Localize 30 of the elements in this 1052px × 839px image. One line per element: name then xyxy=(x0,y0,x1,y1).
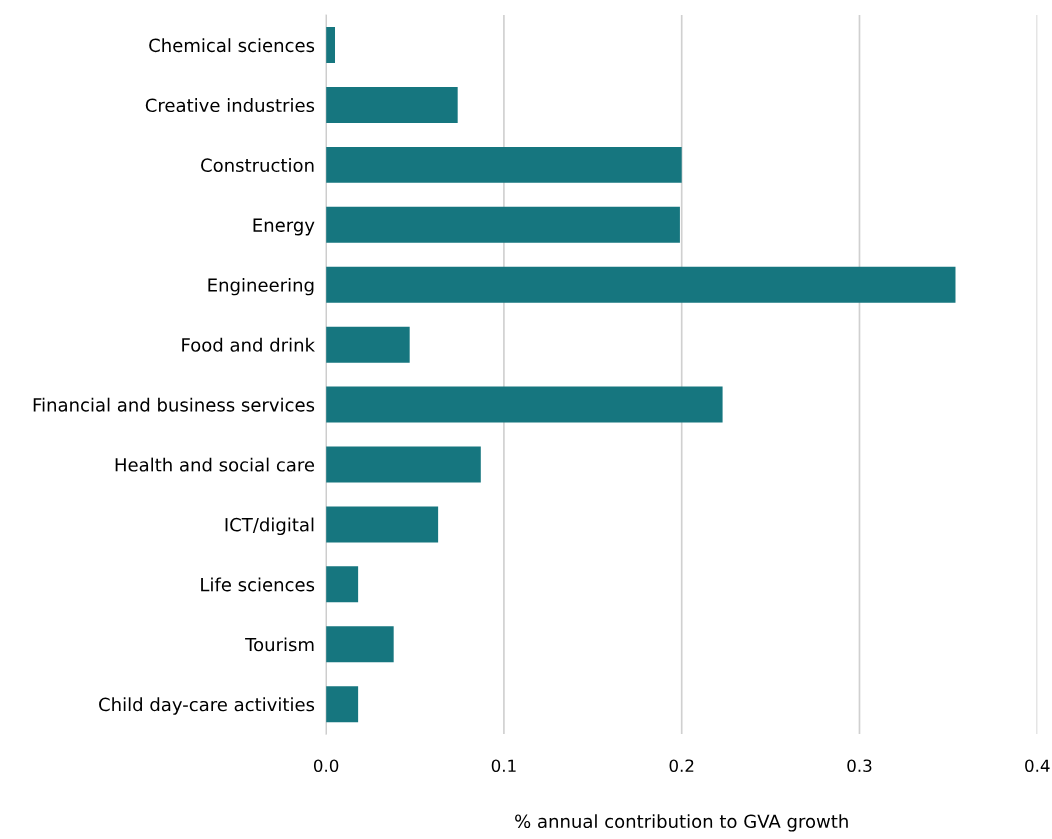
y-tick-label: Energy xyxy=(253,218,315,236)
y-tick-label: Chemical sciences xyxy=(149,38,315,53)
y-tick-label: Tourism xyxy=(245,637,314,652)
x-tick-label: 0.1 xyxy=(491,759,516,773)
y-tick-label: ICT/digital xyxy=(225,517,314,536)
x-tick-label: 0.4 xyxy=(1025,759,1050,773)
bar xyxy=(326,446,481,483)
y-tick-label: Child day-care activities xyxy=(99,697,315,715)
y-tick-label: Financial and business services xyxy=(33,397,315,412)
bar xyxy=(326,326,410,363)
x-tick-label: 0.2 xyxy=(669,759,694,773)
bar xyxy=(326,206,680,243)
y-tick-label: Food and drink xyxy=(182,337,315,352)
bar xyxy=(326,566,359,603)
x-tick-label: 0.0 xyxy=(313,759,339,773)
bar xyxy=(326,626,394,663)
bar xyxy=(326,146,682,183)
y-tick-label: Creative industries xyxy=(145,98,315,113)
bar xyxy=(326,87,458,123)
x-tick-label: 0.3 xyxy=(847,759,872,773)
bar xyxy=(326,686,359,723)
bar xyxy=(326,266,956,303)
bar xyxy=(326,386,723,423)
bar xyxy=(326,506,439,543)
y-tick-label: Engineering xyxy=(208,277,314,296)
x-axis-title: % annual contribution to GVA growth xyxy=(515,814,848,832)
y-tick-label: Life sciences xyxy=(201,577,315,592)
y-tick-label: Health and social care xyxy=(115,457,315,472)
bar xyxy=(326,27,336,64)
y-tick-label: Construction xyxy=(201,158,314,173)
